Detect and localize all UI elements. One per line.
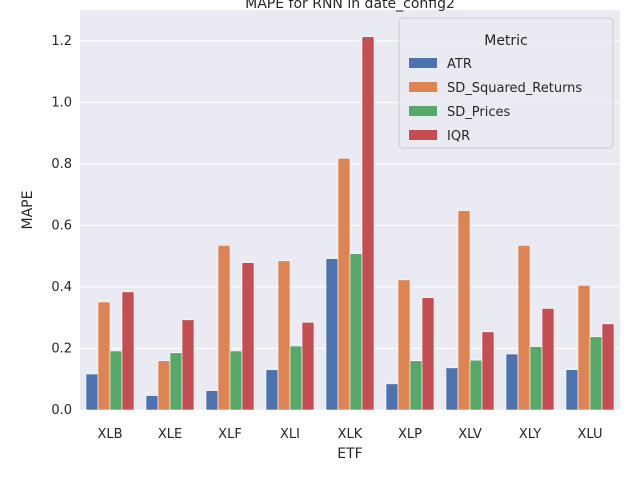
x-tick-label: XLV	[458, 427, 482, 442]
legend-swatch	[409, 58, 437, 68]
bar-sd-squared-returns	[217, 245, 231, 411]
bar-sd-squared-returns	[397, 279, 411, 411]
x-tick-label: XLU	[577, 427, 602, 442]
bar-atr	[205, 390, 219, 411]
bar-sd-prices	[289, 345, 303, 411]
chart-title: MAPE for RNN in date_config2	[245, 0, 455, 12]
bar-sd-prices	[229, 350, 243, 411]
legend-title: Metric	[484, 33, 528, 49]
legend-box	[398, 17, 614, 149]
bar-atr	[565, 369, 579, 411]
bar-iqr	[601, 323, 615, 411]
bar-sd-prices	[169, 352, 183, 411]
x-tick-label: XLF	[218, 427, 242, 442]
bar-iqr	[241, 262, 255, 411]
x-axis-ticks: XLB XLE XLF XLI XLK XLP XLV XLY XLU	[97, 427, 602, 442]
bar-sd-squared-returns	[157, 360, 171, 411]
y-tick-label: 0.4	[51, 280, 72, 295]
y-tick-label: 0.8	[51, 157, 72, 172]
y-tick-label: 0.0	[51, 403, 72, 418]
y-axis-ticks: 0.0 0.2 0.4 0.6 0.8 1.0 1.2	[51, 34, 72, 418]
y-axis-label: MAPE	[20, 191, 36, 230]
legend-swatch	[409, 130, 437, 140]
bar-sd-prices	[589, 336, 603, 411]
x-tick-label: XLP	[398, 427, 422, 442]
bar-sd-squared-returns	[97, 301, 111, 411]
legend-label: IQR	[447, 129, 470, 144]
y-tick-label: 0.6	[51, 218, 72, 233]
bar-iqr	[301, 322, 315, 411]
legend-label: SD_Prices	[447, 105, 510, 120]
x-tick-label: XLK	[338, 427, 363, 442]
legend-label: SD_Squared_Returns	[447, 81, 582, 96]
bar-atr	[325, 258, 339, 411]
legend-swatch	[409, 106, 437, 116]
bar-sd-squared-returns	[277, 260, 291, 411]
bar-sd-prices	[349, 253, 363, 411]
bar-sd-prices	[469, 359, 483, 411]
bar-iqr	[421, 297, 435, 411]
bar-iqr	[541, 308, 555, 411]
bar-atr	[385, 383, 399, 411]
bar-sd-squared-returns	[577, 285, 591, 411]
bar-atr	[445, 367, 459, 411]
x-tick-label: XLB	[97, 427, 122, 442]
bar-iqr	[481, 331, 495, 411]
bar-atr	[265, 369, 279, 411]
x-axis-label: ETF	[337, 446, 362, 462]
x-tick-label: XLY	[519, 427, 541, 442]
legend-items: ATR SD_Squared_Returns SD_Prices IQR	[409, 57, 582, 144]
bar-sd-prices	[409, 360, 423, 411]
bars	[85, 36, 615, 411]
bar-iqr	[121, 291, 135, 411]
bar-atr	[505, 353, 519, 411]
bar-iqr	[181, 319, 195, 411]
legend-swatch	[409, 82, 437, 92]
bar-iqr	[361, 36, 375, 411]
bar-sd-prices	[109, 350, 123, 411]
x-tick-label: XLE	[158, 427, 182, 442]
y-tick-label: 0.2	[51, 341, 72, 356]
legend: Metric ATR SD_Squared_Returns SD_Prices IQR	[398, 17, 614, 149]
bar-sd-squared-returns	[517, 245, 531, 411]
x-tick-label: XLI	[280, 427, 300, 442]
y-tick-label: 1.2	[51, 34, 72, 49]
bar-sd-prices	[529, 346, 543, 411]
legend-label: ATR	[447, 57, 472, 72]
bar-atr	[145, 395, 159, 411]
bar-atr	[85, 373, 99, 411]
y-tick-label: 1.0	[51, 95, 72, 110]
bar-sd-squared-returns	[337, 158, 351, 411]
bar-sd-squared-returns	[457, 210, 471, 411]
